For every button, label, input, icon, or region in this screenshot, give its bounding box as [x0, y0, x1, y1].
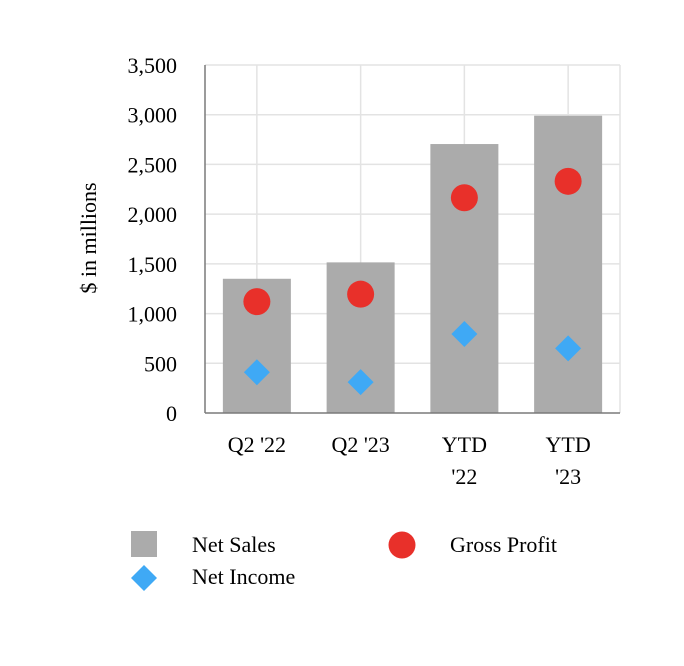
bars: [222, 115, 603, 414]
legend-label-gross-profit: Gross Profit: [450, 532, 557, 557]
y-tick-label: 3,000: [128, 103, 178, 128]
bar-net-sales: [534, 115, 603, 414]
marker-net-income: [451, 320, 478, 347]
axes: [204, 65, 620, 414]
marker-net-income: [243, 359, 270, 386]
marker-net-income: [347, 369, 374, 396]
legend-swatch-net-income: [131, 565, 157, 591]
x-tick-label: YTD: [442, 432, 487, 457]
legend-label-net-income: Net Income: [192, 564, 295, 589]
x-tick-label: '22: [451, 464, 477, 489]
marker-gross-profit: [243, 288, 271, 316]
marker-gross-profit: [347, 280, 375, 308]
marker-gross-profit: [554, 167, 582, 195]
y-tick-labels: 0 500 1,000 1,500 2,000 2,500 3,000 3,500: [128, 53, 178, 426]
legend-swatch-net-sales: [131, 531, 157, 557]
y-tick-label: 2,500: [128, 152, 178, 177]
y-tick-label: 1,000: [128, 302, 178, 327]
marker-gross-profit: [450, 184, 478, 212]
x-tick-label: Q2 '22: [228, 432, 286, 457]
marker-net-income: [555, 335, 582, 362]
y-tick-label: 1,500: [128, 252, 178, 277]
y-tick-label: 500: [144, 351, 177, 376]
y-axis-title: $ in millions: [76, 182, 101, 293]
legend-label-net-sales: Net Sales: [192, 532, 276, 557]
y-tick-label: 3,500: [128, 53, 178, 78]
x-tick-label: '23: [555, 464, 581, 489]
y-tick-label: 0: [166, 401, 177, 426]
legend-swatch-gross-profit: [388, 531, 416, 559]
legend: Net Sales Net Income Gross Profit: [131, 531, 557, 591]
markers: [243, 167, 582, 396]
y-tick-label: 2,000: [128, 202, 178, 227]
x-tick-labels: Q2 '22 Q2 '23 YTD '22 YTD '23: [228, 432, 591, 489]
x-tick-label: YTD: [546, 432, 591, 457]
x-tick-label: Q2 '23: [331, 432, 389, 457]
